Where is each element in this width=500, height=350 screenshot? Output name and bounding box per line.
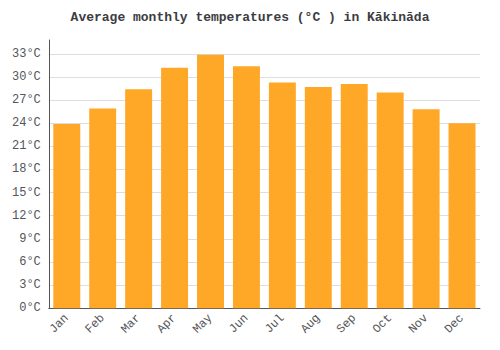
svg-text:Dec: Dec — [442, 311, 467, 336]
svg-text:27°C: 27°C — [12, 93, 41, 107]
svg-text:15°C: 15°C — [12, 186, 41, 200]
svg-text:33°C: 33°C — [12, 47, 41, 61]
svg-text:6°C: 6°C — [19, 255, 41, 269]
svg-text:18°C: 18°C — [12, 162, 41, 176]
svg-text:Jul: Jul — [262, 311, 287, 336]
svg-text:Nov: Nov — [406, 311, 431, 336]
svg-text:Aug: Aug — [298, 311, 323, 336]
svg-text:Sep: Sep — [334, 311, 359, 336]
svg-text:Jun: Jun — [226, 311, 251, 336]
svg-text:Oct: Oct — [370, 311, 395, 336]
svg-text:9°C: 9°C — [19, 232, 41, 246]
svg-text:Jan: Jan — [47, 311, 72, 336]
svg-text:May: May — [190, 311, 215, 336]
svg-text:Average monthly temperatures (: Average monthly temperatures (°C ) in Kā… — [71, 10, 430, 25]
svg-text:0°C: 0°C — [19, 301, 41, 315]
svg-text:30°C: 30°C — [12, 70, 41, 84]
svg-text:Apr: Apr — [154, 311, 179, 336]
svg-text:24°C: 24°C — [12, 116, 41, 130]
svg-text:21°C: 21°C — [12, 139, 41, 153]
svg-text:Mar: Mar — [118, 311, 143, 336]
svg-text:Feb: Feb — [82, 311, 107, 336]
svg-text:12°C: 12°C — [12, 209, 41, 223]
svg-text:3°C: 3°C — [19, 278, 41, 292]
